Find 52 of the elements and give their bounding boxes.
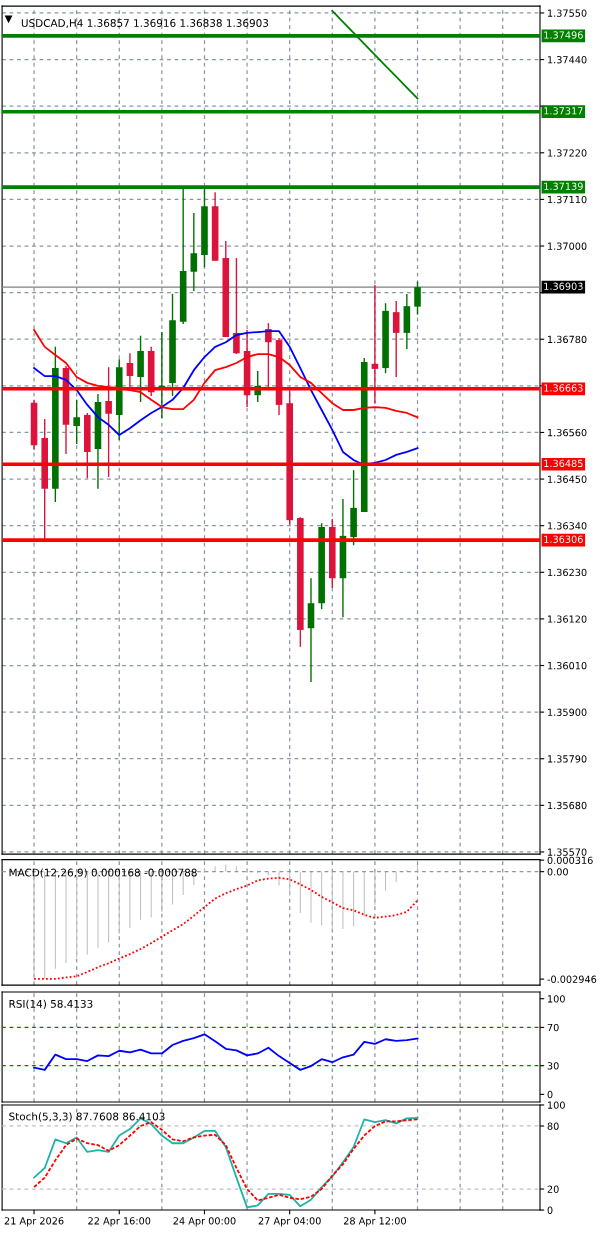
text: Stoch(5,3,3) 87.7608 86.4103 xyxy=(9,1112,165,1122)
y-tick-label: 1.37440 xyxy=(548,56,587,64)
y-tick-label: 1.36010 xyxy=(548,661,587,670)
x-tick-label: 21 Apr 2026 xyxy=(4,1217,64,1227)
candlestick xyxy=(190,212,198,292)
y-tick-label: 1.37000 xyxy=(548,242,587,250)
y-tick-label: 1.36560 xyxy=(548,428,587,437)
y-tick-label: 80 xyxy=(547,1122,559,1130)
x-tick-label: 28 Apr 12:00 xyxy=(343,1217,406,1227)
candlestick xyxy=(73,399,80,445)
ref-line-label: 1.36306 xyxy=(544,535,583,543)
line-series xyxy=(33,876,419,980)
y-tick-label: 1.36340 xyxy=(548,522,587,530)
y-tick-label: 0 xyxy=(547,1206,553,1214)
y-tick-label: 1.37220 xyxy=(548,149,587,157)
y-tick-label: 0 xyxy=(547,1090,553,1099)
candlestick xyxy=(233,257,240,355)
y-tick-label: 1.35570 xyxy=(548,848,587,856)
x-tick-label: 27 Apr 04:00 xyxy=(258,1217,321,1227)
y-tick-label: -0.002946 xyxy=(547,975,597,983)
ref-line-label: 1.37317 xyxy=(544,107,583,115)
y-tick-label: 0.000316 xyxy=(547,856,593,864)
y-tick-label: 20 xyxy=(547,1185,559,1193)
candlestick xyxy=(126,352,134,389)
y-tick-label: 100 xyxy=(548,1101,565,1109)
y-tick-label: 1.36450 xyxy=(548,475,587,483)
y-tick-label: 1.37550 xyxy=(548,9,587,17)
x-tick-label: 24 Apr 00:00 xyxy=(173,1217,236,1227)
x-tick-label: 22 Apr 16:00 xyxy=(88,1217,151,1227)
y-tick-label: 1.36780 xyxy=(548,335,587,344)
y-tick-label: 0.00 xyxy=(547,868,568,876)
line-series xyxy=(33,1033,419,1071)
y-tick-label: 1.35900 xyxy=(548,708,587,716)
y-tick-label: 100 xyxy=(548,995,565,1003)
ref-line-label: 1.36903 xyxy=(544,282,583,290)
candlestick xyxy=(105,366,112,478)
y-tick-label: 1.35680 xyxy=(548,801,587,810)
ref-line-label: 1.37139 xyxy=(544,182,583,190)
candlestick xyxy=(392,300,400,378)
y-tick-label: 1.36230 xyxy=(548,568,587,577)
ref-line-label: 1.37496 xyxy=(544,31,583,39)
y-tick-label: 1.35790 xyxy=(548,755,587,763)
text: USDCAD,H4 1.36857 1.36916 1.36838 1.36903 xyxy=(21,19,269,29)
y-tick-label: 1.37110 xyxy=(548,195,587,204)
y-tick-label: 30 xyxy=(547,1062,559,1070)
ref-line-label: 1.36485 xyxy=(544,459,583,468)
text: RSI(14) 58.4133 xyxy=(9,999,93,1009)
y-tick-label: 1.36120 xyxy=(548,615,587,623)
candlestick xyxy=(414,280,421,316)
y-tick-label: 70 xyxy=(547,1023,559,1032)
ref-line-label: 1.36663 xyxy=(544,384,583,392)
text: MACD(12,26,9) 0.000168 -0.000788 xyxy=(9,868,197,878)
